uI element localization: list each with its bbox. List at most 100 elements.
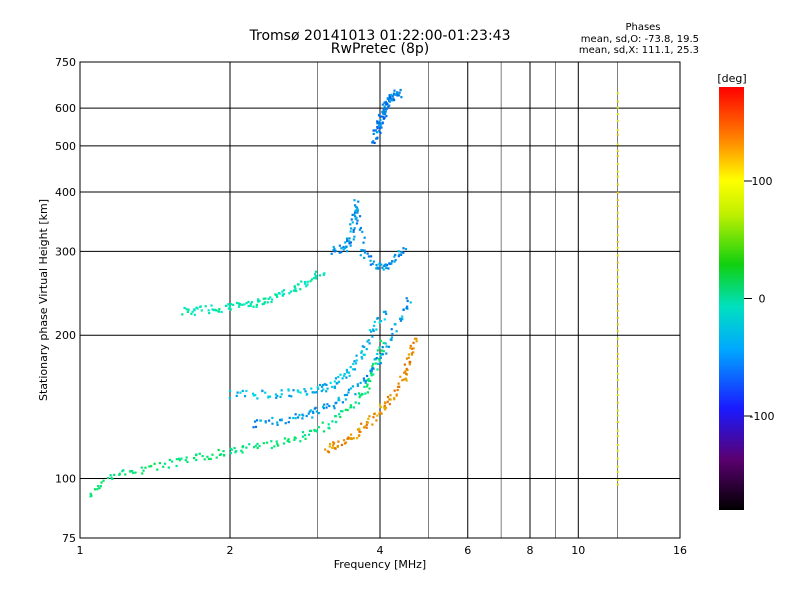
data-point	[356, 211, 359, 214]
data-point	[207, 457, 211, 461]
data-point	[258, 299, 261, 303]
data-point	[275, 440, 278, 443]
data-point	[351, 213, 354, 217]
data-point	[227, 307, 231, 310]
data-point	[338, 413, 341, 416]
data-point	[341, 410, 344, 413]
data-point	[359, 394, 362, 397]
colorbar-tick-label: 100	[752, 175, 773, 188]
data-point	[349, 387, 353, 390]
data-point	[217, 310, 220, 313]
data-point	[616, 246, 619, 249]
data-point	[276, 394, 279, 398]
data-point	[253, 446, 256, 449]
data-point	[356, 384, 359, 388]
data-point	[355, 216, 358, 219]
data-point	[280, 389, 283, 392]
data-point	[353, 368, 356, 371]
data-point	[378, 120, 381, 123]
y-tick-label: 500	[55, 140, 76, 153]
data-point	[358, 434, 361, 437]
data-point	[352, 362, 355, 366]
data-point	[316, 386, 319, 389]
data-point	[401, 315, 404, 318]
data-point	[262, 442, 265, 445]
data-point	[390, 99, 393, 102]
data-point	[348, 242, 351, 245]
data-point	[245, 389, 248, 393]
data-point	[346, 239, 349, 243]
data-point	[616, 470, 619, 473]
data-point	[288, 440, 291, 443]
data-point	[357, 392, 361, 395]
data-point	[390, 93, 393, 96]
data-point	[383, 406, 386, 409]
data-point	[392, 98, 396, 102]
data-point	[365, 385, 369, 388]
data-point	[371, 262, 374, 266]
data-point	[393, 93, 396, 96]
data-point	[353, 227, 356, 230]
data-point	[378, 403, 382, 406]
data-point	[323, 383, 326, 386]
data-point	[363, 251, 367, 254]
data-point	[193, 308, 196, 311]
data-point	[394, 253, 397, 257]
data-point	[364, 392, 367, 395]
data-point	[616, 465, 619, 468]
data-point	[299, 288, 302, 291]
data-point	[351, 368, 355, 371]
data-point	[372, 140, 375, 143]
data-point	[191, 310, 194, 313]
data-point	[376, 127, 379, 130]
data-point	[339, 373, 342, 376]
data-point	[167, 466, 170, 469]
data-point	[405, 357, 409, 360]
data-point	[616, 483, 619, 486]
data-point	[365, 426, 368, 429]
data-point	[267, 297, 270, 300]
x-tick-label: 10	[571, 544, 585, 557]
data-point	[412, 347, 415, 350]
data-point	[333, 247, 336, 251]
data-point	[353, 204, 357, 207]
data-point	[186, 310, 189, 314]
data-point	[382, 110, 385, 114]
data-point	[90, 494, 93, 497]
data-point	[387, 345, 391, 348]
data-point	[616, 211, 619, 214]
data-point	[148, 465, 151, 468]
data-point	[351, 385, 354, 388]
data-point	[296, 389, 299, 392]
data-point	[327, 423, 330, 426]
data-point	[360, 351, 363, 354]
data-point	[270, 300, 273, 304]
data-point	[320, 385, 324, 388]
data-point	[255, 303, 258, 306]
data-point	[382, 268, 385, 271]
data-point	[235, 301, 239, 305]
data-point	[321, 405, 325, 408]
data-point	[311, 416, 314, 419]
data-point	[395, 91, 399, 94]
data-point	[616, 199, 619, 202]
x-tick-label: 8	[527, 544, 534, 557]
data-point	[383, 401, 387, 404]
data-point	[344, 241, 347, 244]
data-point	[366, 374, 369, 378]
data-point	[382, 310, 386, 314]
data-point	[397, 254, 400, 258]
data-point	[371, 335, 374, 338]
data-point	[306, 283, 309, 286]
data-point	[384, 342, 387, 345]
data-point	[222, 454, 226, 457]
data-point	[383, 105, 386, 108]
x-tick-labels: 1 2 4 6 8 10 16	[77, 544, 688, 557]
data-point	[195, 453, 198, 456]
data-point	[264, 297, 267, 300]
data-point	[220, 453, 223, 456]
data-point	[236, 391, 239, 394]
data-point	[362, 426, 366, 429]
data-point	[228, 389, 232, 392]
data-point	[377, 362, 380, 365]
